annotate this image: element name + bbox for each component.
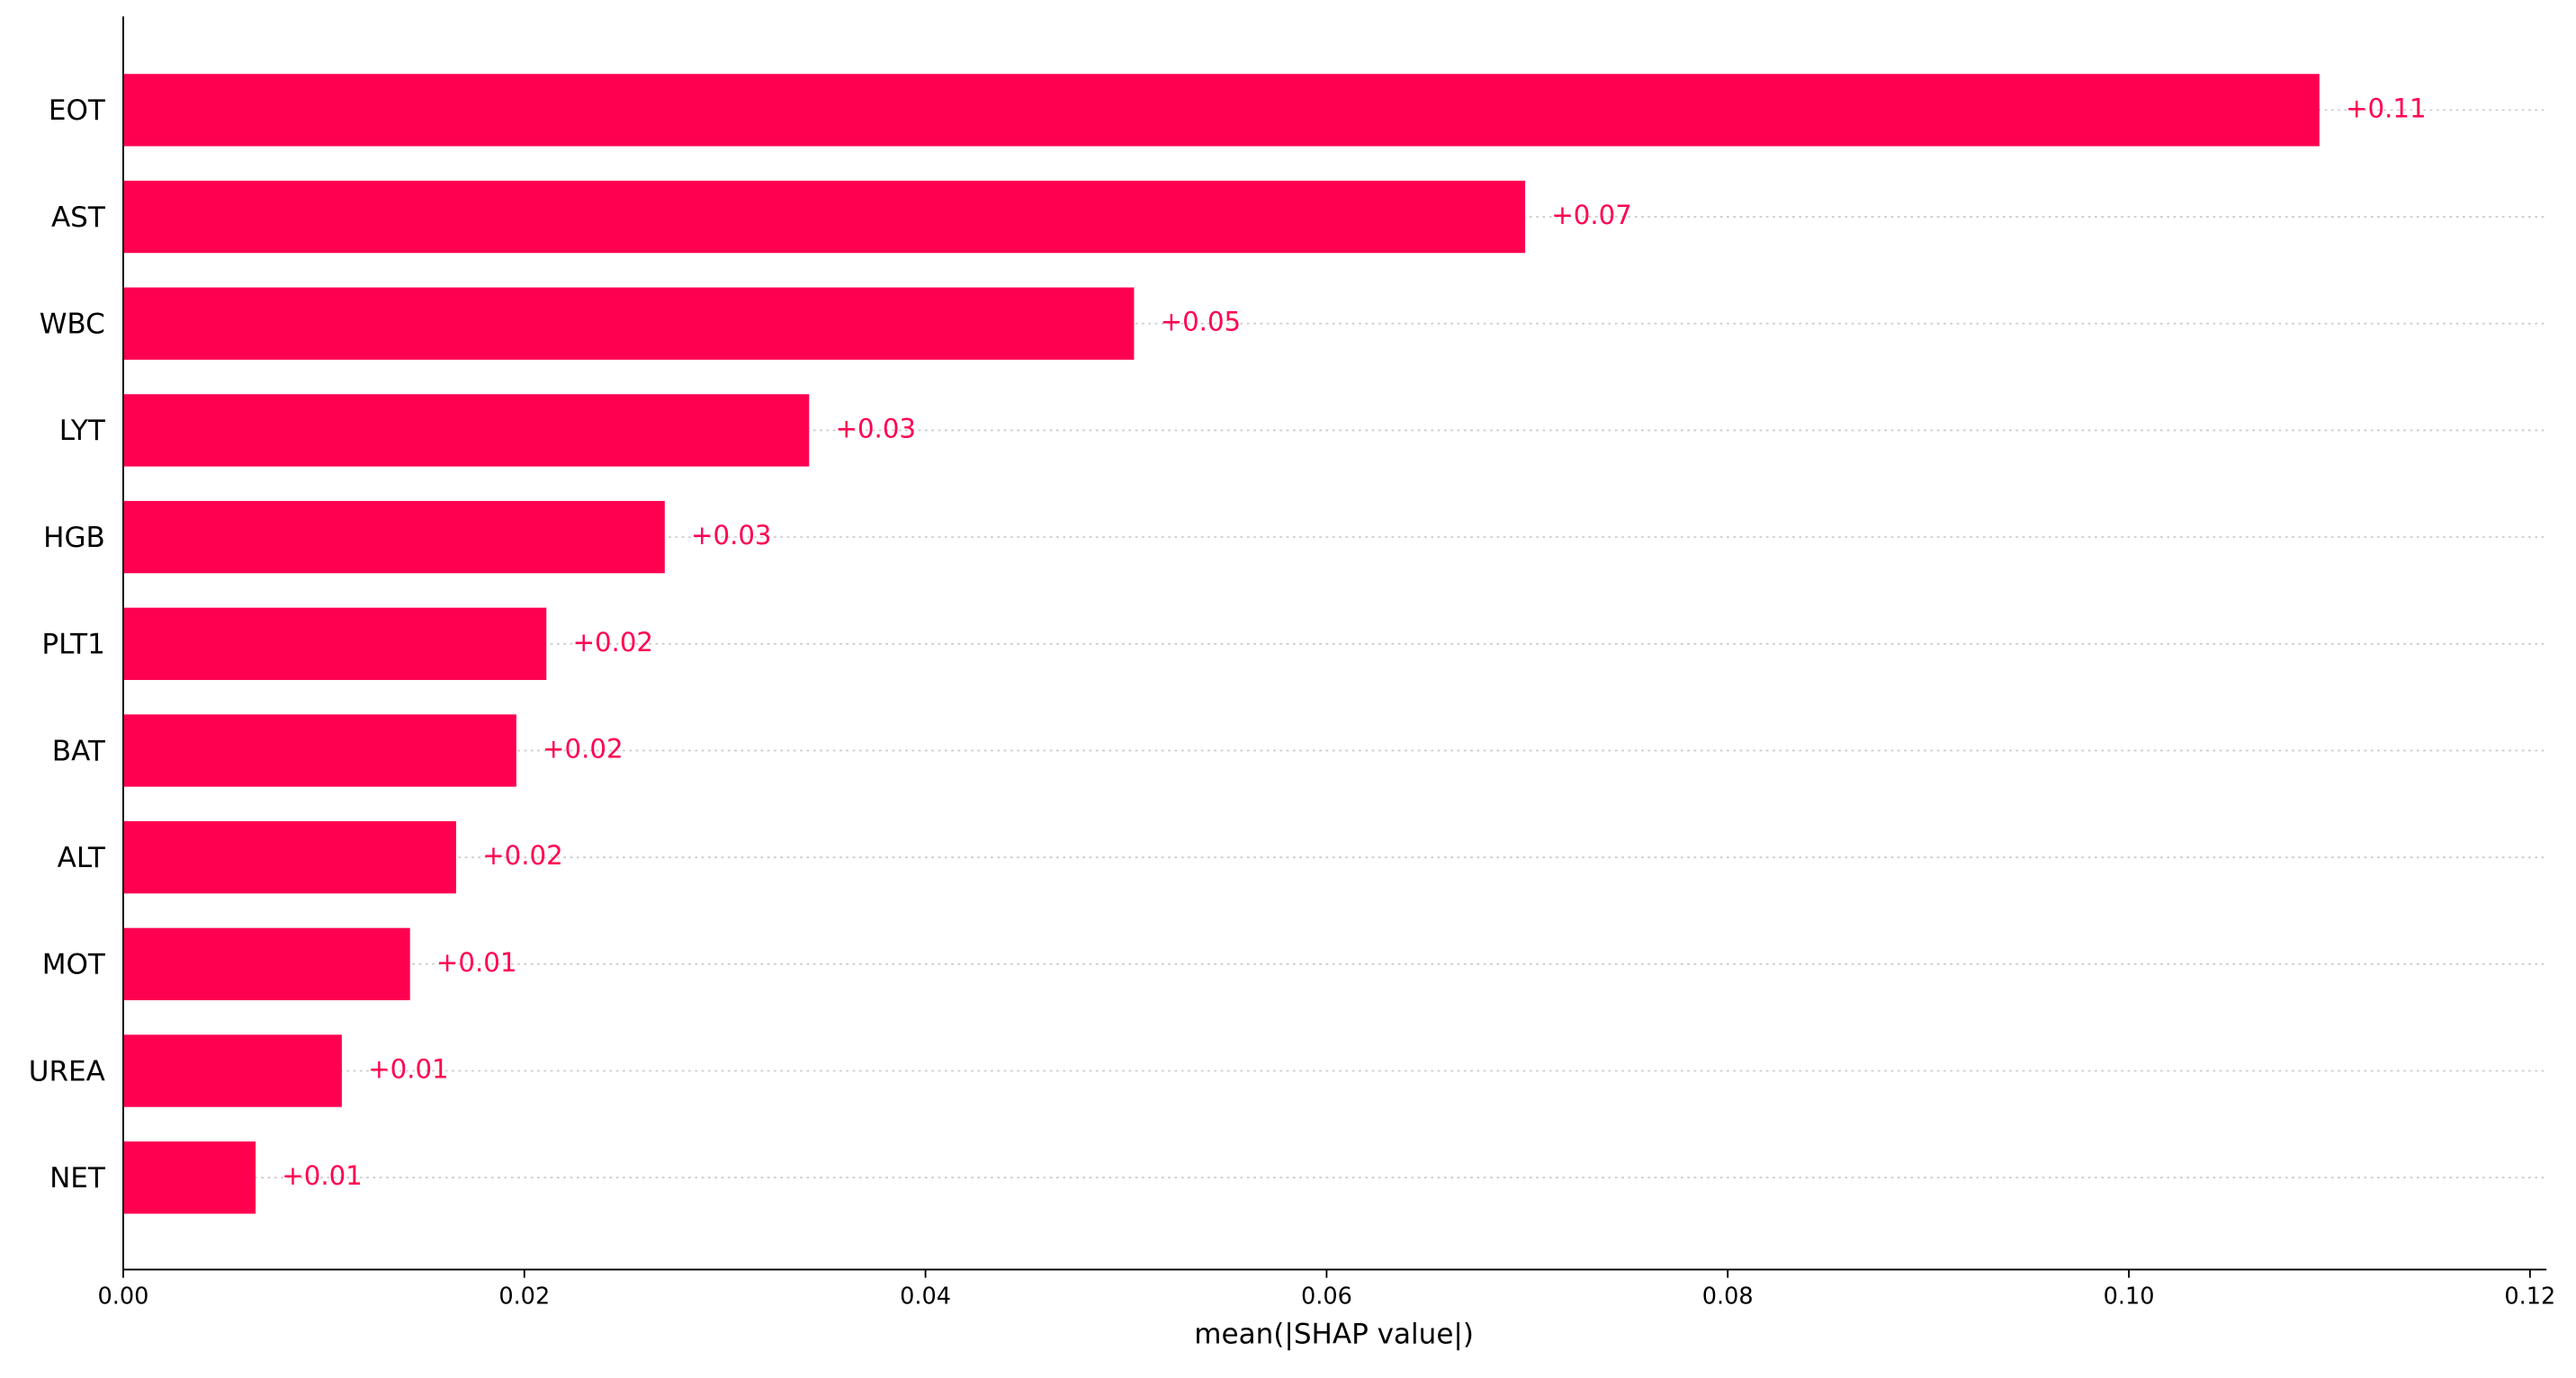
bar (122, 74, 2320, 147)
y-tick-label: UREA (29, 1055, 105, 1087)
x-tick-label: 0.08 (1702, 1283, 1754, 1310)
x-tick-label: 0.06 (1301, 1283, 1352, 1310)
y-tick-label: ALT (58, 842, 106, 874)
y-tick-label: PLT1 (41, 629, 104, 661)
x-tick-label: 0.04 (900, 1283, 951, 1310)
y-tick-label: EOT (49, 94, 106, 127)
value-label: +0.03 (836, 413, 917, 443)
bar (122, 714, 516, 787)
y-tick-label: LYT (59, 415, 106, 447)
bar (122, 927, 410, 1001)
y-tick-label: NET (49, 1162, 106, 1195)
bar (122, 287, 1135, 360)
bar (122, 1034, 342, 1107)
x-axis-label: mean(|SHAP value|) (1194, 1318, 1474, 1350)
y-tick-label: WBC (40, 309, 105, 341)
x-tick-label: 0.02 (498, 1283, 550, 1310)
value-label: +0.02 (482, 840, 563, 871)
bar (122, 394, 810, 467)
value-label: +0.07 (1551, 200, 1632, 230)
y-tick-label: BAT (52, 735, 106, 767)
value-label: +0.05 (1161, 307, 1242, 337)
x-tick-label: 0.00 (97, 1283, 148, 1310)
value-label: +0.01 (368, 1054, 448, 1085)
value-label: +0.03 (691, 520, 772, 550)
bar (122, 500, 665, 574)
value-label: +0.02 (543, 733, 624, 764)
bar (122, 607, 547, 680)
value-label: +0.01 (282, 1160, 363, 1191)
x-tick-label: 0.10 (2104, 1283, 2155, 1310)
bar (122, 180, 1526, 254)
y-tick-label: AST (51, 201, 106, 234)
y-tick-label: MOT (42, 949, 106, 981)
value-label: +0.01 (436, 947, 517, 978)
y-tick-label: HGB (43, 522, 105, 554)
value-label: +0.11 (2346, 93, 2427, 123)
x-tick-label: 0.12 (2504, 1283, 2555, 1310)
value-label: +0.02 (572, 627, 653, 658)
bar (122, 1141, 256, 1214)
bar (122, 820, 456, 894)
